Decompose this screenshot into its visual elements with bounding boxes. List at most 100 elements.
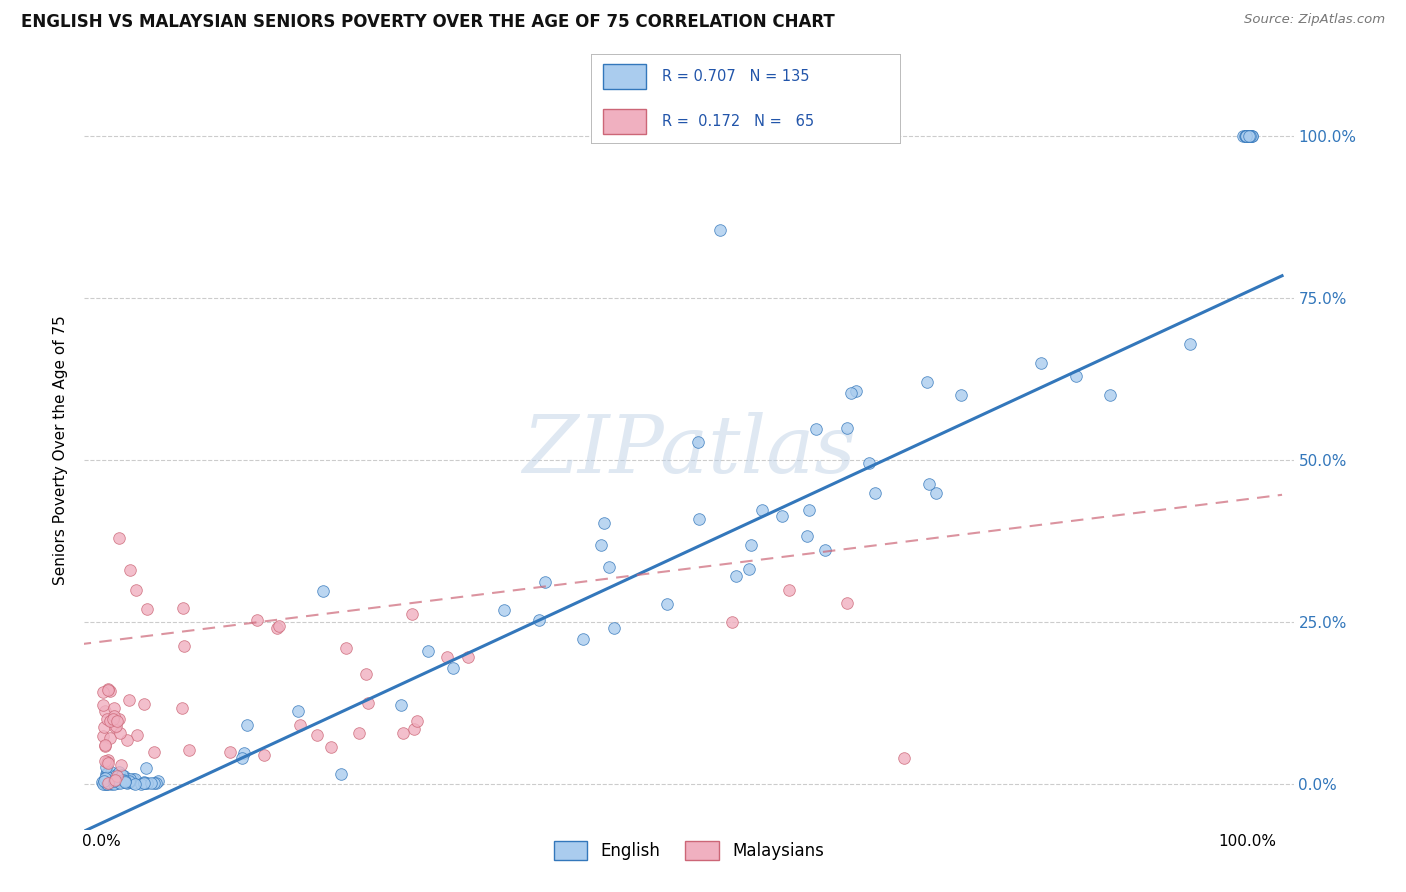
Point	[233, 746, 256, 760]
Point	[94, 772, 117, 787]
Point	[267, 618, 290, 632]
Point	[104, 720, 127, 734]
Point	[1232, 129, 1254, 144]
Point	[1240, 129, 1263, 144]
Point	[120, 774, 142, 789]
Point	[93, 774, 115, 789]
Text: ZIPatlas: ZIPatlas	[522, 412, 856, 489]
Point	[101, 774, 124, 789]
Point	[118, 692, 141, 706]
Point	[105, 776, 128, 790]
Point	[104, 775, 127, 789]
Text: ENGLISH VS MALAYSIAN SENIORS POVERTY OVER THE AGE OF 75 CORRELATION CHART: ENGLISH VS MALAYSIAN SENIORS POVERTY OVE…	[21, 13, 835, 31]
Point	[108, 764, 131, 779]
Point	[893, 751, 915, 765]
Point	[108, 776, 131, 790]
Point	[1233, 129, 1256, 144]
Point	[105, 773, 128, 788]
Point	[108, 770, 131, 784]
Point	[436, 650, 458, 665]
Point	[457, 649, 479, 664]
Point	[312, 584, 335, 599]
Point	[418, 643, 440, 657]
Point	[441, 660, 464, 674]
Point	[114, 775, 136, 789]
Point	[101, 775, 124, 789]
Point	[287, 704, 309, 718]
Point	[1239, 129, 1261, 144]
Point	[90, 775, 112, 789]
Point	[93, 775, 115, 789]
Point	[96, 765, 118, 780]
Point	[1234, 129, 1257, 144]
Point	[96, 773, 118, 788]
Point	[307, 728, 329, 742]
Point	[98, 774, 121, 789]
Point	[93, 738, 115, 752]
Text: R =  0.172   N =   65: R = 0.172 N = 65	[662, 114, 814, 128]
Point	[111, 768, 134, 782]
Point	[134, 698, 156, 712]
Point	[219, 745, 242, 759]
Point	[925, 486, 948, 500]
Point	[96, 712, 118, 726]
Point	[125, 582, 148, 597]
Point	[319, 739, 342, 754]
Point	[105, 768, 128, 782]
Point	[107, 531, 129, 545]
Point	[740, 538, 762, 552]
Point	[1031, 356, 1053, 370]
Point	[401, 607, 423, 621]
Point	[172, 601, 194, 615]
Point	[598, 560, 620, 574]
Point	[173, 639, 195, 653]
Point	[104, 768, 127, 782]
Point	[110, 775, 132, 789]
Legend: English, Malaysians: English, Malaysians	[547, 834, 831, 867]
Point	[534, 575, 557, 590]
Point	[94, 777, 117, 791]
Point	[527, 613, 550, 627]
Point	[96, 777, 118, 791]
Point	[94, 776, 117, 790]
Point	[335, 640, 357, 655]
Point	[103, 709, 125, 723]
Point	[146, 774, 169, 789]
Text: Source: ZipAtlas.com: Source: ZipAtlas.com	[1244, 13, 1385, 27]
Point	[770, 508, 793, 523]
Point	[108, 726, 131, 740]
Point	[797, 503, 820, 517]
Point	[115, 733, 138, 747]
Point	[172, 701, 194, 715]
Point	[114, 773, 136, 788]
Point	[131, 776, 153, 790]
Point	[356, 696, 378, 710]
Point	[96, 777, 118, 791]
Point	[112, 769, 135, 783]
Point	[97, 681, 120, 696]
Point	[1239, 129, 1261, 144]
Point	[1099, 388, 1122, 402]
Point	[107, 712, 129, 726]
FancyBboxPatch shape	[603, 109, 647, 134]
Point	[96, 755, 118, 769]
Point	[492, 603, 515, 617]
Point	[103, 776, 125, 790]
Point	[117, 776, 139, 790]
Point	[96, 770, 118, 784]
Point	[404, 722, 426, 736]
Point	[589, 538, 612, 552]
Point	[917, 477, 939, 491]
Point	[122, 776, 145, 790]
Point	[94, 739, 117, 753]
Point	[103, 773, 125, 788]
Point	[143, 745, 166, 759]
Point	[231, 751, 253, 765]
Point	[688, 435, 710, 450]
Point	[1240, 129, 1263, 144]
Point	[98, 774, 121, 789]
Point	[124, 772, 146, 786]
Point	[139, 776, 162, 790]
Point	[1237, 129, 1260, 144]
Point	[863, 486, 886, 500]
